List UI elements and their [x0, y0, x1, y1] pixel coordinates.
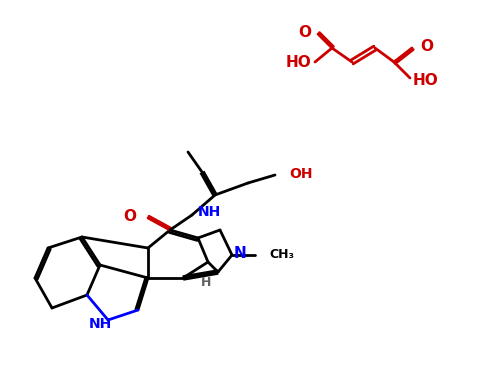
Text: CH₃: CH₃ — [269, 247, 294, 260]
Text: O: O — [123, 209, 136, 223]
Text: HO: HO — [286, 55, 312, 69]
Text: H: H — [201, 276, 211, 289]
Text: NH: NH — [89, 317, 112, 331]
Text: N: N — [234, 246, 247, 260]
Text: HO: HO — [413, 72, 439, 88]
Text: NH: NH — [198, 205, 221, 219]
Text: O: O — [298, 24, 311, 39]
Text: O: O — [420, 39, 433, 53]
Text: OH: OH — [289, 167, 312, 181]
